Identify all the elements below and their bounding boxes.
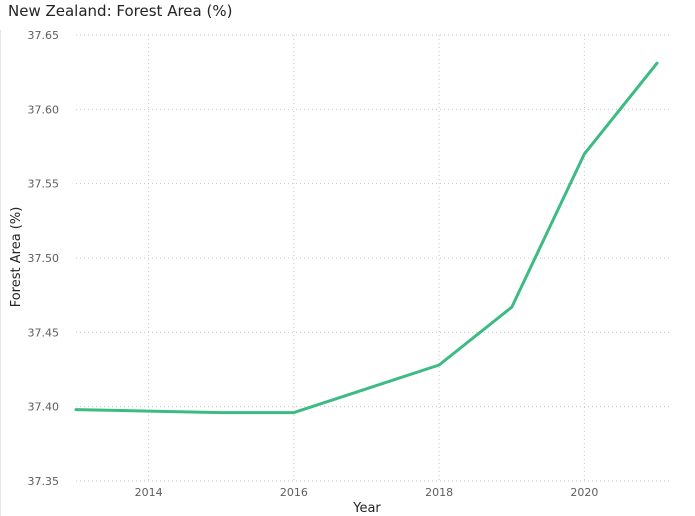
y-tick-label: 37.60 (28, 103, 60, 116)
x-tick-label: 2018 (425, 486, 453, 499)
y-tick-label: 37.45 (28, 326, 60, 339)
y-tick-label: 37.65 (28, 29, 60, 42)
data-point (147, 410, 150, 413)
x-tick-label: 2016 (280, 486, 308, 499)
frame-border (0, 30, 1, 516)
data-point (220, 411, 223, 414)
y-axis-title: Forest Area (%) (9, 207, 24, 308)
data-point (75, 408, 78, 411)
x-axis-ticks: 2014 2016 2018 2020 (135, 486, 599, 499)
data-point (438, 364, 441, 367)
data-point (365, 387, 368, 390)
series-layer (74, 61, 659, 415)
data-point (583, 152, 586, 155)
series-line (74, 61, 659, 415)
x-tick-label: 2020 (570, 486, 598, 499)
data-point (656, 62, 659, 65)
y-tick-label: 37.55 (28, 178, 60, 191)
y-tick-label: 37.35 (28, 475, 60, 488)
gridlines (76, 34, 669, 482)
data-point (510, 306, 513, 309)
y-tick-label: 37.50 (28, 252, 60, 265)
y-axis-ticks: 37.35 37.40 37.45 37.50 37.55 37.60 37.65 (28, 29, 60, 488)
data-point (292, 411, 295, 414)
y-tick-label: 37.40 (28, 401, 60, 414)
x-tick-label: 2014 (135, 486, 163, 499)
x-axis-title: Year (352, 501, 381, 516)
chart-title: New Zealand: Forest Area (%) (8, 2, 233, 20)
